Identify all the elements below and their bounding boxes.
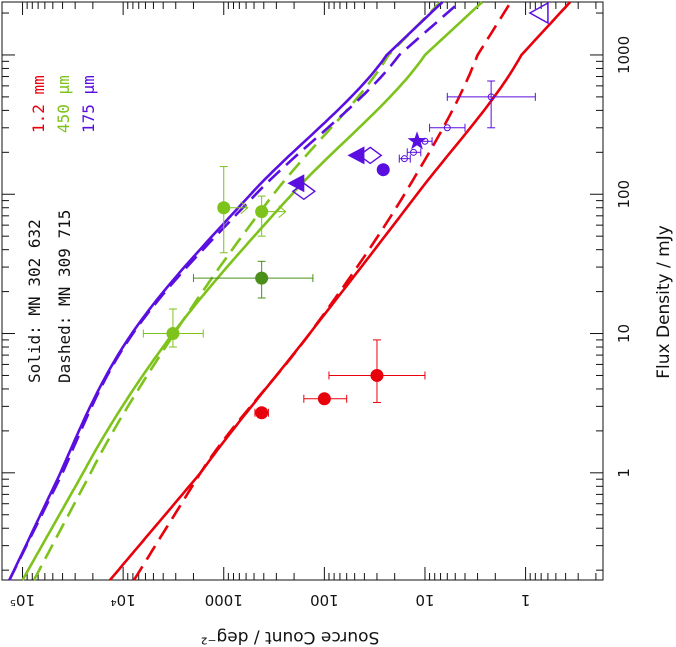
legend: 1.2 mm 450 μm 175 μm Solid: MN 302 632 D… [25,75,98,383]
data-point [400,155,408,163]
legend-dashed-style: Dashed: MN 309 715 [55,210,74,383]
y-tick-label: 1000 [205,591,243,609]
x-tick-label: 100 [615,180,633,209]
data-point [370,368,384,382]
data-point [166,327,180,341]
data-point [255,406,269,420]
legend-solid-style: Solid: MN 302 632 [25,219,44,383]
data-point [528,1,549,25]
y-tick-label: 1 [521,591,531,609]
series-450-m-solid [21,1,484,581]
lower-limit-arrow [227,201,249,215]
series-1-2-mm-solid [109,1,572,581]
y-tick-label: 10 [415,591,434,609]
data-point [358,146,383,165]
lower-limit-arrow [265,205,287,219]
data-point [347,146,365,165]
y-tick-label: 10⁵ [10,591,35,609]
x-tick-label: 1 [615,468,633,478]
x-tick-label: 1000 [615,36,633,74]
data-point [317,392,331,406]
legend-entry-1-2mm: 1.2 mm [29,75,48,133]
data-point [487,93,495,101]
data-point [255,205,269,219]
plot-frame [1,1,604,581]
y-tick-label: 10⁴ [111,591,136,609]
data-point [376,163,390,177]
series-175-m-solid [8,1,444,581]
x-axis-title: Flux Density / mJy [654,225,674,379]
series-1-2-mm-dashed [132,1,512,581]
series-450-m-dashed [32,1,442,581]
series-175-m-dashed [8,1,461,581]
y-axis-title: Source Count / deg⁻² [201,627,380,647]
legend-entry-450um: 450 μm [54,75,73,133]
x-tick-label: 10 [615,324,633,343]
data-point [407,131,427,150]
data-point [287,174,305,193]
data-point [217,201,231,215]
data-point [291,182,317,201]
data-point [255,271,269,285]
y-tick-label: 100 [310,591,339,609]
data-point [443,124,451,132]
legend-entry-175um: 175 μm [79,75,98,133]
data-point [410,148,418,156]
